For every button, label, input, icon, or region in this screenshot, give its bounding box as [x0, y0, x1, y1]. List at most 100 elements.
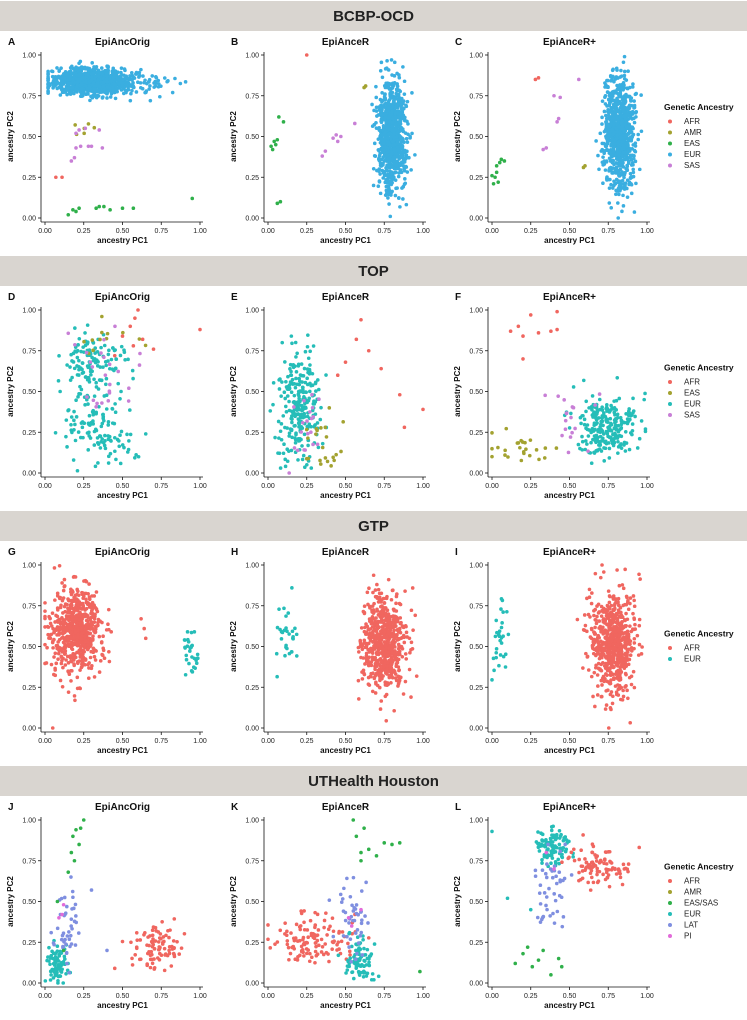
data-point-eur	[81, 345, 85, 349]
data-point-eur	[594, 440, 598, 445]
data-point-eur	[105, 80, 109, 84]
data-point-afr	[60, 616, 64, 620]
data-point-eur	[98, 378, 102, 382]
data-point-eur	[287, 399, 291, 404]
data-point-eur	[395, 134, 399, 139]
data-point-eur	[591, 429, 596, 433]
data-point-afr	[55, 614, 60, 619]
data-point-eur	[384, 184, 389, 189]
data-point-eas	[281, 120, 286, 124]
data-point-afr	[91, 646, 96, 651]
data-point-eur	[98, 446, 103, 450]
data-point-afr	[43, 642, 47, 647]
data-point-afr	[101, 634, 105, 639]
data-point-afr	[84, 618, 89, 623]
data-point-eur	[610, 406, 614, 410]
data-point-eur	[610, 68, 615, 73]
x-tick-label: 0.25	[77, 228, 91, 235]
data-point-eur	[86, 421, 91, 426]
x-tick-label: 1.00	[416, 228, 430, 235]
data-point-afr	[143, 636, 148, 641]
data-point-afr	[335, 373, 340, 378]
x-axis-label: ancestry PC1	[544, 236, 595, 245]
data-point-afr	[47, 636, 51, 640]
data-point-eas	[314, 432, 318, 436]
data-point-afr	[75, 606, 80, 611]
data-point-afr	[71, 642, 76, 647]
data-point-eur	[94, 428, 99, 433]
data-point-eur	[294, 431, 298, 435]
data-point-eur	[271, 402, 275, 407]
data-point-eur	[103, 438, 107, 443]
data-point-afr	[54, 661, 59, 666]
data-point-eur	[581, 378, 586, 383]
data-point-eur	[290, 341, 294, 346]
x-tick-label: 0.00	[261, 228, 275, 235]
data-point-eur	[629, 157, 634, 162]
data-point-afr	[391, 588, 395, 592]
data-point-eur	[284, 379, 288, 384]
data-point-eur	[305, 424, 310, 429]
data-point-eur	[75, 468, 80, 473]
data-point-eas	[331, 455, 335, 460]
data-point-eur	[75, 364, 79, 368]
data-point-eur	[296, 362, 301, 367]
legend-label: EAS	[684, 139, 700, 148]
data-point-eas	[325, 459, 330, 464]
data-point-eur	[57, 354, 61, 358]
data-point-afr	[151, 347, 156, 351]
data-point-eur	[136, 454, 141, 459]
data-point-afr	[73, 575, 78, 579]
data-point-afr	[93, 605, 98, 610]
data-point-eur	[383, 92, 387, 96]
data-point-eur	[105, 77, 109, 82]
x-tick-label: 0.75	[377, 483, 391, 490]
data-point-eur	[632, 148, 637, 153]
data-point-afr	[44, 661, 49, 665]
data-point-eur	[614, 66, 619, 71]
data-point-eur	[598, 430, 603, 435]
y-tick-label: 0.25	[245, 175, 259, 182]
x-tick-label: 0.50	[339, 483, 353, 490]
x-tick-label: 0.25	[77, 483, 91, 490]
data-point-afr	[72, 635, 76, 640]
data-point-eur	[72, 418, 76, 423]
data-point-eur	[282, 442, 286, 447]
data-point-afr	[386, 577, 391, 582]
data-point-afr	[69, 630, 74, 635]
data-point-eur	[388, 92, 392, 96]
legend-title: Genetic Ancestry	[664, 102, 734, 112]
data-point-afr	[50, 640, 55, 645]
data-point-eur	[119, 389, 123, 394]
data-point-eur	[396, 130, 401, 134]
data-point-eur	[627, 447, 632, 452]
data-point-eur	[75, 84, 80, 89]
data-point-afr	[100, 653, 105, 658]
data-point-eur	[388, 214, 393, 219]
data-point-afr	[59, 636, 64, 640]
data-point-afr	[378, 707, 383, 711]
data-point-afr	[304, 53, 309, 57]
data-point-eur	[94, 380, 98, 385]
data-point-eur	[586, 434, 591, 438]
data-point-eur	[380, 137, 384, 142]
data-point-afr	[99, 640, 104, 645]
x-tick-label: 0.00	[485, 228, 499, 235]
data-point-sas	[100, 146, 105, 150]
y-axis-label: ancestry PC2	[229, 366, 238, 417]
data-point-afr	[60, 685, 65, 689]
data-point-eur	[70, 77, 75, 82]
data-point-eur	[309, 466, 314, 470]
data-point-eur	[382, 148, 386, 153]
data-point-eur	[85, 364, 90, 368]
y-tick-label: 0.00	[22, 216, 36, 223]
data-point-eur	[105, 85, 110, 89]
data-point-eur	[100, 71, 104, 76]
legend-label: SAS	[684, 411, 700, 420]
data-point-afr	[70, 614, 74, 619]
data-point-eur	[616, 429, 621, 434]
data-point-afr	[95, 609, 100, 614]
data-point-eur	[94, 411, 98, 416]
data-point-eur	[289, 416, 293, 421]
